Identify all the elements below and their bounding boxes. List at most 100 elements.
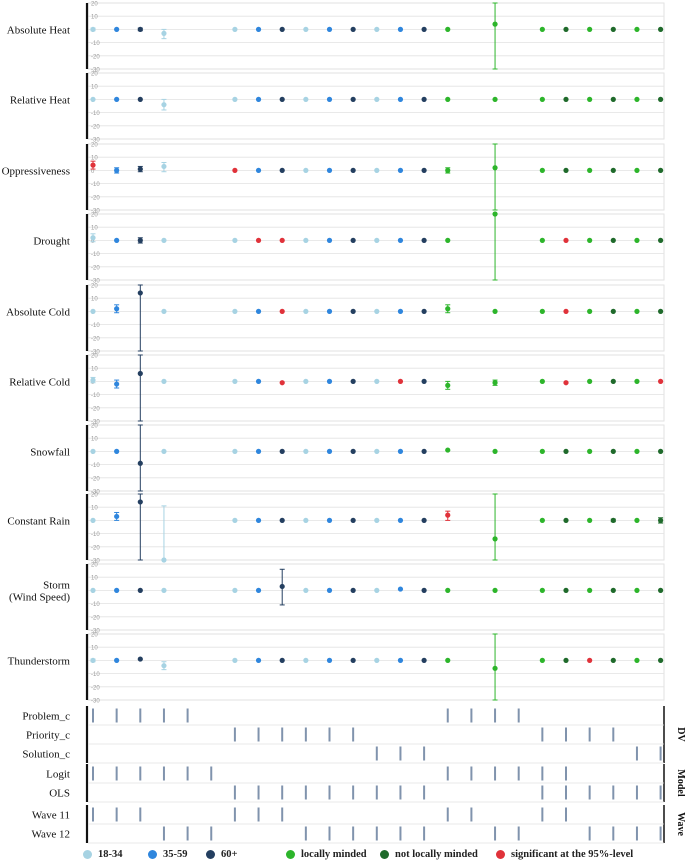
data-point	[374, 587, 380, 594]
data-point	[492, 380, 498, 386]
tick-label: -20	[91, 124, 100, 130]
data-point	[137, 370, 143, 377]
panel-label: Drought	[33, 235, 70, 247]
data-point	[445, 657, 451, 664]
tick-label: 20	[91, 2, 98, 8]
data-point	[610, 167, 616, 173]
data-point	[114, 381, 120, 387]
legend-label: not locally minded	[395, 849, 478, 860]
tick-label: 10	[91, 156, 98, 162]
data-point	[279, 308, 285, 314]
tick-label: -30	[91, 279, 100, 285]
data-point	[421, 448, 427, 454]
data-point	[161, 308, 167, 314]
tick-label: 10	[91, 85, 98, 91]
tick-label: -20	[91, 476, 100, 482]
data-point	[303, 96, 309, 102]
tick-label: 20	[91, 633, 98, 639]
data-point	[232, 96, 238, 102]
spec-row-label: Wave 11	[32, 810, 70, 822]
tick-label: -20	[91, 54, 100, 60]
tick-label: -10	[91, 111, 100, 117]
data-point	[90, 517, 96, 524]
data-point	[90, 448, 96, 454]
data-point	[303, 657, 309, 664]
tick-label: -20	[91, 406, 100, 412]
tick-label: 20	[91, 284, 98, 290]
legend: 18-34 35-59 60+ locally minded not local…	[0, 849, 685, 867]
tick-label: 0	[91, 169, 95, 175]
data-point	[90, 26, 96, 32]
panel-label: Storm (Wind Speed)	[9, 579, 70, 603]
data-point	[114, 513, 120, 520]
data-point	[421, 517, 427, 524]
tick-label: -30	[91, 209, 100, 215]
tick-label: -10	[91, 323, 100, 329]
data-point	[539, 26, 545, 32]
data-point	[232, 26, 238, 32]
data-point	[397, 586, 404, 592]
panel-frame	[87, 284, 665, 352]
data-point	[114, 26, 120, 32]
data-point	[137, 96, 143, 102]
data-point	[563, 26, 569, 32]
tick-label: -30	[91, 138, 100, 144]
spec-section-title: DV	[675, 727, 685, 742]
data-point	[90, 235, 96, 241]
data-point	[137, 166, 143, 172]
data-point	[279, 96, 285, 102]
data-point	[326, 587, 333, 594]
data-point	[326, 378, 333, 384]
data-point	[350, 587, 356, 594]
legend-label: 60+	[221, 849, 238, 860]
data-point	[374, 96, 380, 102]
data-point	[421, 167, 427, 173]
panel-label: Snowfall	[30, 446, 70, 458]
data-point	[563, 96, 569, 102]
spec-section-model: Model Logit OLS	[46, 764, 685, 803]
data-point	[610, 587, 616, 594]
data-point	[421, 96, 427, 102]
data-point	[421, 26, 427, 32]
data-point	[421, 587, 427, 594]
data-point	[161, 237, 167, 243]
panel-label: Thunderstorm	[8, 655, 71, 667]
data-point	[610, 96, 616, 102]
data-point	[350, 378, 356, 384]
data-point	[539, 167, 545, 173]
data-point	[374, 167, 380, 173]
panel-label: Absolute Cold	[6, 306, 70, 318]
data-point	[232, 517, 238, 524]
tick-label: -30	[91, 350, 100, 356]
data-point	[610, 237, 616, 243]
data-point	[563, 517, 569, 524]
legend-swatch	[496, 850, 505, 859]
data-point	[397, 657, 404, 664]
data-point	[90, 308, 96, 314]
data-point	[563, 380, 569, 386]
data-point	[232, 448, 238, 454]
data-point	[397, 308, 404, 314]
panel-frame	[87, 633, 665, 701]
data-point	[539, 96, 545, 102]
data-point	[492, 21, 498, 27]
data-point	[658, 26, 664, 32]
data-point	[587, 448, 593, 454]
data-point	[539, 517, 545, 524]
data-point	[445, 167, 451, 173]
spec-section-title: Wave	[675, 812, 685, 836]
data-point	[445, 512, 451, 518]
data-point	[114, 587, 120, 594]
data-point	[255, 587, 262, 594]
panel-frame	[87, 563, 665, 631]
tick-label: 20	[91, 563, 98, 569]
legend-swatch	[206, 850, 215, 859]
legend-label: significant at the 95%-level	[511, 849, 634, 860]
data-point	[114, 306, 120, 312]
data-point	[255, 237, 262, 243]
legend-item-not-locally-minded: not locally minded	[380, 849, 478, 860]
data-point	[563, 308, 569, 314]
